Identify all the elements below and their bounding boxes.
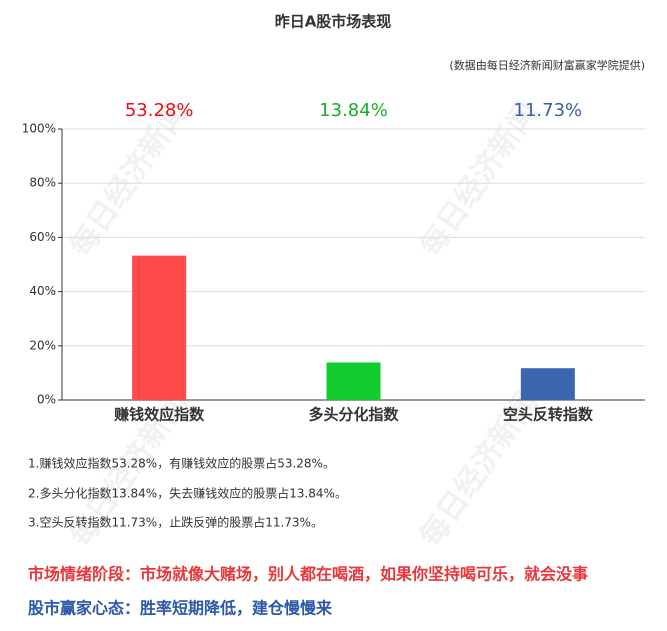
bar [132, 255, 187, 400]
y-tick-label: 0% [37, 393, 56, 407]
market-stage: 市场情绪阶段：市场就像大赌场，别人都在喝酒，如果你坚持喝可乐，就会没事 [28, 565, 588, 584]
y-tick-label: 60% [29, 230, 56, 244]
chart-title: 昨日A股市场表现 [275, 13, 392, 31]
x-tick-label: 空头反转指数 [503, 406, 594, 424]
y-tick-label: 80% [29, 176, 56, 190]
note: 2.多头分化指数13.84%，失去赚钱效应的股票占13.84%。 [28, 486, 347, 501]
chart-subtitle: (数据由每日经济新闻财富赢家学院提供) [449, 58, 645, 72]
bar [326, 362, 381, 400]
investor-mindset: 股市赢家心态：胜率短期降低，建仓慢慢来 [28, 599, 333, 618]
bar [520, 368, 575, 400]
value-label: 13.84% [319, 100, 388, 121]
x-tick-label: 多头分化指数 [308, 406, 399, 424]
note: 3.空头反转指数11.73%，止跌反弹的股票占11.73%。 [28, 515, 323, 530]
y-tick-label: 40% [29, 284, 56, 298]
x-tick-label: 赚钱效应指数 [113, 406, 205, 424]
value-label: 53.28% [125, 100, 194, 121]
y-tick-label: 20% [29, 338, 56, 352]
y-tick-label: 100% [22, 122, 56, 136]
note: 1.赚钱效应指数53.28%，有赚钱效应的股票占53.28%。 [28, 456, 335, 471]
value-label: 11.73% [514, 100, 583, 121]
